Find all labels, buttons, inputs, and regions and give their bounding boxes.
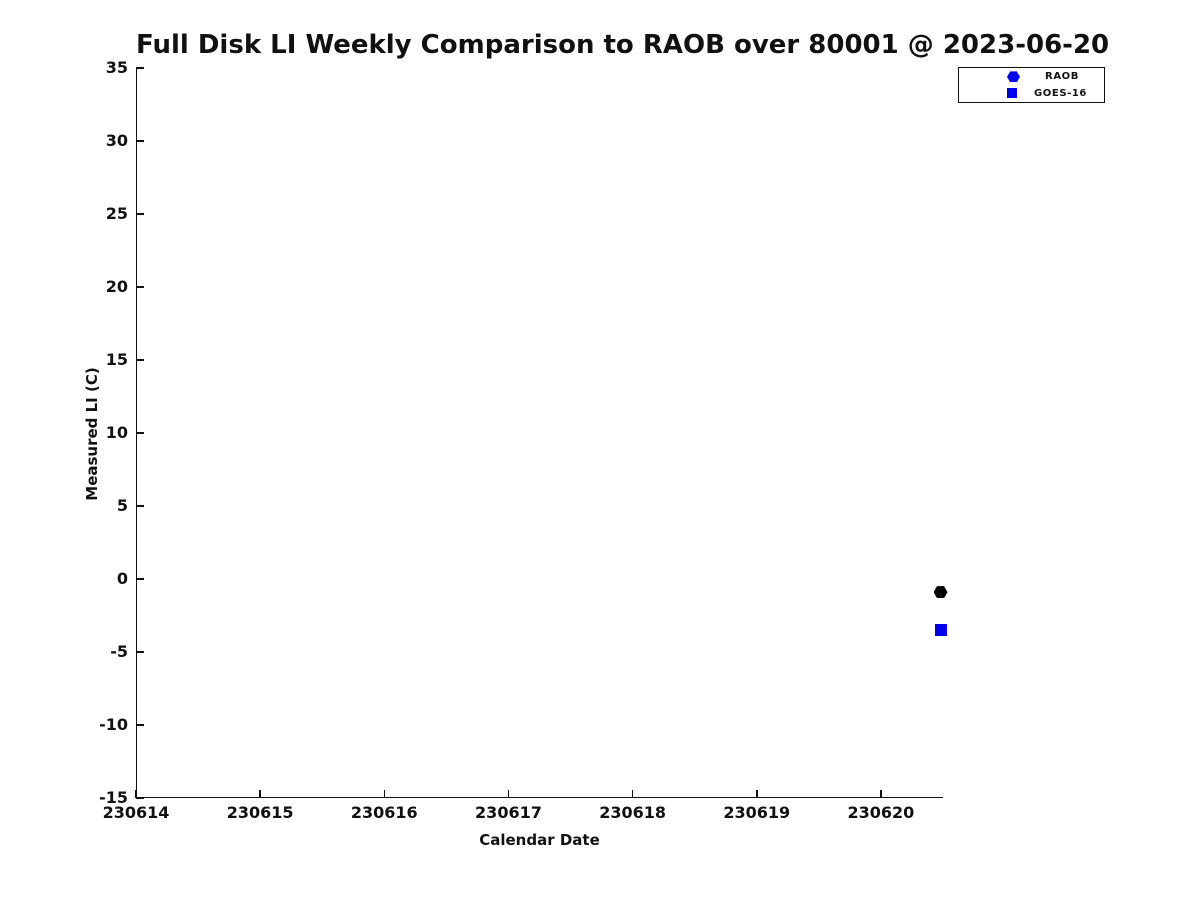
x-tick-mark (135, 790, 137, 798)
data-point-goes-16 (934, 624, 947, 637)
legend-label-goes16: GOES-16 (1033, 87, 1087, 99)
legend-row-goes16: GOES-16 (959, 86, 1104, 101)
square-marker-icon (1007, 88, 1017, 99)
y-tick-label: 0 (116, 569, 128, 588)
x-tick-mark (755, 790, 758, 798)
y-tick-label: -15 (99, 788, 128, 807)
x-tick-label: 230614 (102, 803, 170, 822)
chart-title: Full Disk LI Weekly Comparison to RAOB o… (136, 30, 1110, 60)
x-tick-mark (507, 790, 510, 798)
y-tick-label: 5 (116, 496, 128, 515)
hexagon-marker-icon (1007, 71, 1020, 83)
legend-box: RAOB GOES-16 (958, 67, 1105, 103)
x-tick-label: 230617 (475, 803, 542, 822)
y-tick-mark (136, 140, 144, 142)
y-axis-label: Measured LI (C) (83, 367, 101, 501)
x-tick-label: 230618 (599, 803, 666, 822)
y-tick-mark (136, 67, 144, 69)
y-tick-label: 15 (105, 350, 128, 369)
x-tick-label: 230616 (350, 803, 418, 822)
x-tick-mark (383, 790, 386, 798)
y-tick-label: 35 (105, 58, 128, 77)
legend-label-raob: RAOB (1045, 71, 1079, 83)
y-tick-mark (136, 213, 144, 215)
x-tick-mark (631, 790, 634, 798)
y-tick-label: 25 (105, 204, 128, 223)
y-tick-mark (136, 797, 144, 799)
y-tick-mark (136, 286, 144, 288)
x-tick-label: 230615 (226, 803, 294, 822)
y-tick-label: 10 (105, 423, 128, 442)
y-tick-label: -5 (110, 642, 128, 661)
plot-area (136, 68, 943, 798)
y-tick-label: 30 (105, 131, 128, 150)
y-tick-mark (136, 578, 144, 580)
x-tick-mark (880, 790, 882, 798)
x-tick-label: 230620 (847, 803, 915, 822)
legend-row-raob: RAOB (959, 69, 1104, 84)
x-tick-label: 230619 (723, 803, 791, 822)
y-tick-mark (136, 432, 144, 434)
y-tick-label: 20 (105, 277, 128, 296)
y-tick-mark (136, 651, 144, 653)
y-tick-mark (136, 505, 144, 507)
y-tick-mark (136, 724, 144, 726)
y-tick-mark (136, 359, 144, 361)
x-tick-mark (259, 790, 261, 798)
x-axis-label: Calendar Date (479, 831, 600, 849)
data-point-raob (933, 586, 948, 599)
y-tick-label: -10 (99, 715, 128, 734)
